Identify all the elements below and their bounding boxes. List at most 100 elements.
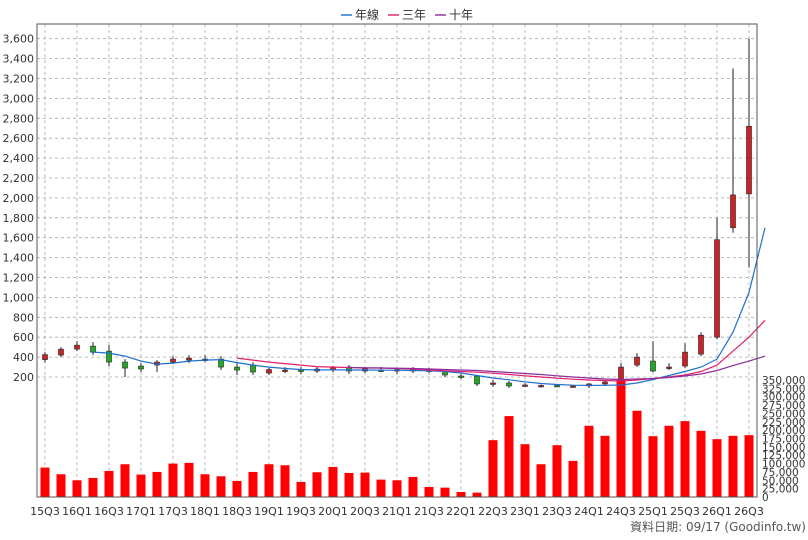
volume-bar <box>616 380 626 497</box>
volume-bar <box>296 481 306 497</box>
price-tick-label: 600 <box>13 331 34 344</box>
volume-bar <box>344 472 354 497</box>
candle-body <box>90 345 96 353</box>
candle-body <box>538 385 544 388</box>
candle-body <box>682 351 688 367</box>
candle-body <box>698 334 704 355</box>
x-tick-label: 20Q3 <box>350 505 380 518</box>
volume-bar <box>104 470 114 497</box>
volume-bar <box>136 474 146 497</box>
price-tick-label: 2,000 <box>3 192 35 205</box>
price-tick-label: 800 <box>13 311 34 324</box>
candle-body <box>74 344 80 350</box>
candle-body <box>474 375 480 385</box>
volume-bar <box>408 476 418 497</box>
x-tick-label: 21Q3 <box>414 505 444 518</box>
volume-bar <box>712 439 722 497</box>
volume-bar <box>744 435 754 497</box>
volume-bar <box>488 440 498 497</box>
volume-bar <box>72 480 82 497</box>
candle-body <box>58 348 64 356</box>
candle-body <box>122 361 128 369</box>
candlesticks <box>42 38 752 388</box>
volume-bar <box>536 464 546 497</box>
volume-bar <box>552 445 562 497</box>
volume-bar <box>504 416 514 497</box>
x-axis: 15Q3 16Q1 16Q3 17Q1 17Q3 18Q1 18Q3 19Q1 19Q3 20Q1… <box>30 505 764 518</box>
volume-tick-label: 225,000 <box>762 417 805 429</box>
candle-body <box>650 360 656 372</box>
volume-axis: 025,00050,00075,000100,000125,000150,000… <box>762 375 805 504</box>
candle-body <box>138 365 144 370</box>
x-tick-label: 21Q1 <box>382 505 412 518</box>
candle-body <box>714 239 720 338</box>
candle-body <box>506 382 512 387</box>
x-tick-label: 23Q1 <box>510 505 540 518</box>
volume-tick-label: 125,000 <box>762 450 805 462</box>
volume-tick-label: 50,000 <box>762 475 799 487</box>
candle-body <box>666 366 672 369</box>
volume-bar <box>280 465 290 497</box>
volume-bar <box>520 444 530 497</box>
x-tick-label: 17Q3 <box>158 505 188 518</box>
legend-label-ten-year: 十年 <box>449 8 473 22</box>
volume-bar <box>56 474 66 497</box>
candle-body <box>234 366 240 371</box>
legend-label-three-year: 三年 <box>402 8 426 22</box>
price-tick-label: 2,800 <box>3 112 35 125</box>
x-tick-label: 23Q3 <box>542 505 572 518</box>
x-tick-label: 24Q1 <box>574 505 604 518</box>
volume-bar <box>232 480 242 497</box>
volume-tick-label: 100,000 <box>762 459 805 471</box>
x-tick-label: 15Q3 <box>30 505 60 518</box>
volume-bar <box>648 436 658 497</box>
x-tick-label: 24Q3 <box>606 505 636 518</box>
price-tick-label: 3,400 <box>3 53 35 66</box>
volume-bar <box>264 464 274 497</box>
volume-tick-label: 175,000 <box>762 434 805 446</box>
volume-bar <box>456 491 466 497</box>
volume-bar <box>200 474 210 497</box>
volume-tick-label: 200,000 <box>762 425 805 437</box>
volume-bar <box>360 472 370 497</box>
x-tick-label: 25Q1 <box>638 505 668 518</box>
source-note: 資料日期: 09/17 (Goodinfo.tw) <box>630 520 806 534</box>
volume-bar <box>568 460 578 497</box>
volume-bar <box>376 479 386 497</box>
candle-body <box>250 364 256 373</box>
volume-bar <box>152 471 162 497</box>
volume-tick-label: 350,000 <box>762 375 805 387</box>
candle-body <box>634 356 640 366</box>
price-tick-label: 200 <box>13 371 34 384</box>
volume-bars <box>40 380 754 497</box>
volume-bar <box>696 430 706 497</box>
annual-average-line <box>92 227 766 387</box>
volume-tick-label: 0 <box>762 492 769 504</box>
volume-tick-label: 325,000 <box>762 383 805 395</box>
x-tick-label: 16Q3 <box>94 505 124 518</box>
volume-bar <box>664 425 674 497</box>
volume-tick-label: 275,000 <box>762 400 805 412</box>
candle-body <box>282 369 288 372</box>
x-tick-label: 22Q1 <box>446 505 476 518</box>
candle-body <box>298 369 304 372</box>
price-tick-label: 2,600 <box>3 132 35 145</box>
candle-body <box>106 350 112 363</box>
price-tick-label: 2,200 <box>3 172 35 185</box>
volume-bar <box>424 486 434 497</box>
price-tick-label: 1,200 <box>3 272 35 285</box>
x-tick-label: 16Q1 <box>62 505 92 518</box>
volume-bar <box>584 425 594 497</box>
x-tick-label: 19Q1 <box>254 505 284 518</box>
candle-body <box>522 384 528 387</box>
volume-bar <box>328 466 338 497</box>
moving-average-lines <box>92 227 766 387</box>
volume-bar <box>440 487 450 497</box>
volume-tick-label: 75,000 <box>762 467 799 479</box>
x-tick-label: 18Q3 <box>222 505 252 518</box>
price-tick-label: 3,200 <box>3 73 35 86</box>
ten-year-average-line <box>348 355 766 381</box>
candle-body <box>170 358 176 363</box>
price-tick-label: 1,800 <box>3 212 35 225</box>
candle-body <box>266 369 272 374</box>
